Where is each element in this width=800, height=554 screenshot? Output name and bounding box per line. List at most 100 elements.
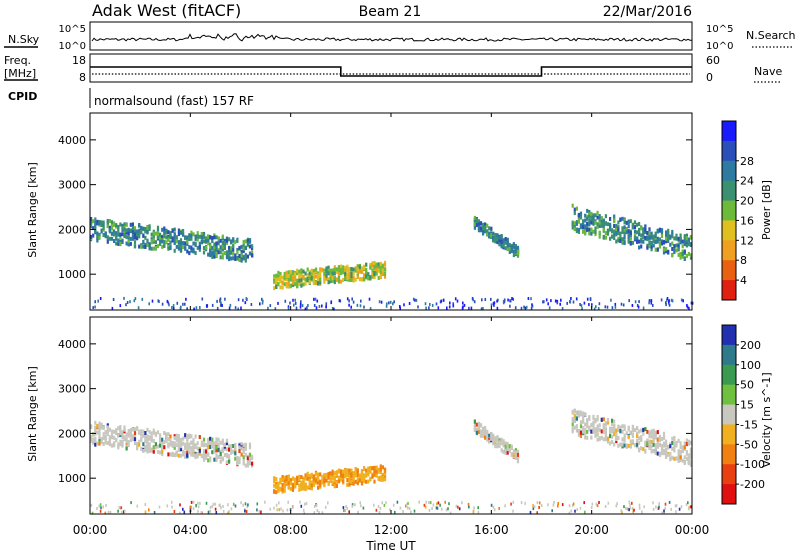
velocity-echo-cell: [159, 443, 162, 448]
power-echo-cell: [644, 230, 647, 234]
power-echo-cell: [225, 238, 229, 243]
power-echo-cell: [681, 249, 684, 254]
power-echo-cell: [244, 246, 247, 251]
power-echo-cell: [251, 244, 254, 249]
velocity-echo-cell: [209, 436, 212, 441]
power-echo-cell: [602, 227, 605, 232]
power-echo-cell: [590, 227, 593, 232]
velocity-noise-cell: [227, 511, 229, 515]
velocity-echo-cell: [625, 431, 628, 436]
velocity-noise-cell: [445, 508, 448, 512]
nsky-label: N.Sky: [8, 33, 40, 46]
power-echo-cell: [144, 242, 147, 247]
velocity-echo-cell: [182, 436, 185, 441]
power-noise-cell: [350, 305, 352, 309]
power-echo-cell: [100, 220, 103, 225]
power-noise-cell: [636, 304, 639, 307]
power-echo-cell: [234, 253, 237, 258]
power-echo-cell: [92, 233, 95, 238]
velocity-echo-cell: [652, 442, 655, 447]
power-echo-cell: [169, 235, 172, 240]
power-echo-cell: [217, 248, 220, 253]
velocity-echo-cell: [348, 468, 351, 473]
velocity-echo-cell: [484, 431, 487, 436]
power-noise-cell: [570, 297, 572, 300]
power-echo-cell: [671, 234, 674, 239]
velocity-echo-cell: [652, 438, 655, 443]
velocity-echo-cell: [217, 437, 220, 442]
power-echo-cell: [325, 273, 328, 278]
velocity-echo-cell: [291, 476, 295, 481]
power-echo-cell: [613, 224, 616, 228]
power-echo-cell: [304, 277, 307, 282]
velocity-noise-cell: [170, 500, 173, 504]
velocity-noise-cell: [182, 507, 184, 511]
power-echo-cell: [119, 239, 122, 244]
velocity-echo-cell: [96, 441, 99, 446]
power-echo-cell: [627, 224, 630, 229]
power-echo-cell: [473, 225, 476, 230]
velocity-noise-cell: [124, 509, 126, 513]
velocity-echo-cell: [512, 453, 515, 457]
velocity-echo-cell: [140, 429, 143, 434]
velocity-echo-cell: [150, 431, 153, 436]
velocity-noise-cell: [643, 505, 645, 509]
velocity-echo-cell: [588, 425, 591, 430]
power-echo-cell: [123, 222, 126, 227]
velocity-noise-cell: [655, 505, 657, 509]
power-echo-cell: [588, 231, 591, 236]
power-echo-cell: [117, 238, 120, 243]
velocity-echo-cell: [358, 474, 361, 479]
power-noise-cell: [333, 307, 335, 311]
velocity-echo-cell: [502, 449, 505, 454]
power-echo-cell: [308, 280, 311, 285]
velocity-echo-cell: [154, 442, 157, 447]
velocity-echo-cell: [606, 417, 610, 422]
velocity-noise-cell: [631, 501, 633, 505]
velocity-echo-cell: [650, 449, 653, 454]
velocity-echo-cell: [512, 449, 515, 454]
power-echo-cell: [125, 235, 128, 240]
velocity-echo-cell: [200, 443, 203, 447]
power-echo-cell: [381, 268, 384, 273]
power-echo-cell: [165, 229, 168, 234]
power-echo-cell: [215, 241, 218, 246]
freq-label-line2: [MHz]: [4, 67, 36, 80]
power-noise-cell: [514, 306, 517, 310]
velocity-noise-cell: [436, 506, 439, 510]
power-echo-cell: [279, 279, 282, 284]
velocity-echo-cell: [219, 454, 222, 459]
velocity-echo-cell: [209, 458, 212, 463]
power-echo-cell: [115, 223, 118, 228]
power-echo-cell: [506, 241, 509, 246]
power-echo-cell: [221, 255, 224, 260]
power-echo-cell: [110, 231, 114, 236]
velocity-echo-cell: [346, 468, 349, 473]
power-echo-cell: [335, 267, 338, 272]
power-echo-cell: [121, 228, 124, 232]
velocity-echo-cell: [169, 442, 172, 446]
velocity-echo-cell: [577, 429, 580, 433]
power-noise-cell: [259, 302, 261, 306]
power-noise-cell: [413, 298, 416, 302]
velocity-echo-cell: [594, 418, 597, 423]
velocity-echo-cell: [223, 453, 226, 457]
power-echo-cell: [640, 239, 643, 244]
velocity-echo-cell: [631, 434, 634, 438]
power-echo-cell: [619, 217, 622, 222]
velocity-echo-cell: [571, 422, 574, 427]
power-echo-cell: [127, 231, 130, 235]
velocity-echo-cell: [198, 451, 201, 456]
power-noise-cell: [610, 298, 612, 302]
power-echo-cell: [294, 277, 297, 282]
velocity-echo-cell: [331, 476, 334, 481]
power-echo-cell: [225, 250, 229, 255]
power-echo-cell: [317, 276, 320, 281]
velocity-echo-cell: [652, 435, 655, 440]
power-noise-cell: [315, 306, 318, 310]
power-noise-cell: [94, 300, 96, 304]
velocity-echo-cell: [363, 478, 366, 483]
power-noise-cell: [440, 299, 443, 303]
velocity-echo-cell: [486, 430, 489, 435]
power-noise-cell: [292, 298, 294, 302]
